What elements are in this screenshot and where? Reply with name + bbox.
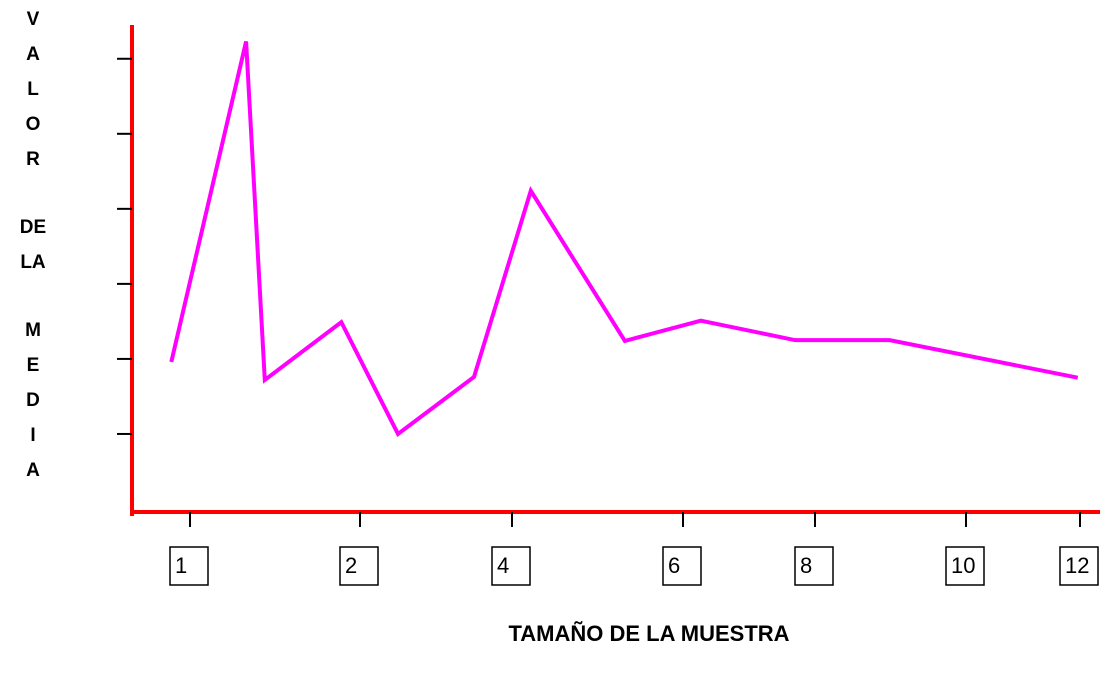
y-axis-label: D xyxy=(26,390,40,411)
y-axis-label: I xyxy=(30,425,35,446)
y-axis-label: DE xyxy=(20,217,46,238)
x-tick-label: 8 xyxy=(800,553,812,578)
x-tick-box xyxy=(1059,546,1099,586)
x-tick-label: 1 xyxy=(175,553,187,578)
y-axis-label: A xyxy=(26,44,40,65)
x-tick-label: 2 xyxy=(345,553,357,578)
x-tick-box xyxy=(662,546,702,586)
x-tick-label: 4 xyxy=(497,553,509,578)
x-tick-box xyxy=(491,546,531,586)
x-tick-box xyxy=(339,546,379,586)
x-axis-label: TAMAÑO DE LA MUESTRA xyxy=(508,621,789,646)
y-axis-label: E xyxy=(27,355,40,376)
y-axis-label: R xyxy=(26,149,40,170)
y-axis-label: V xyxy=(27,9,40,30)
line xyxy=(169,41,1079,437)
y-axis-label: O xyxy=(26,114,41,135)
x-tick-label: 6 xyxy=(668,553,680,578)
x-tick-label: 10 xyxy=(951,553,975,578)
x-tick-label: 12 xyxy=(1065,553,1089,578)
x-tick-box xyxy=(945,546,985,586)
y-axis-label: A xyxy=(26,460,40,481)
y-axis-label: L xyxy=(27,79,39,100)
y-axis-label: M xyxy=(25,320,41,341)
x-tick-box xyxy=(169,546,209,586)
x-tick-box xyxy=(794,546,834,586)
y-axis-label: LA xyxy=(20,252,46,273)
